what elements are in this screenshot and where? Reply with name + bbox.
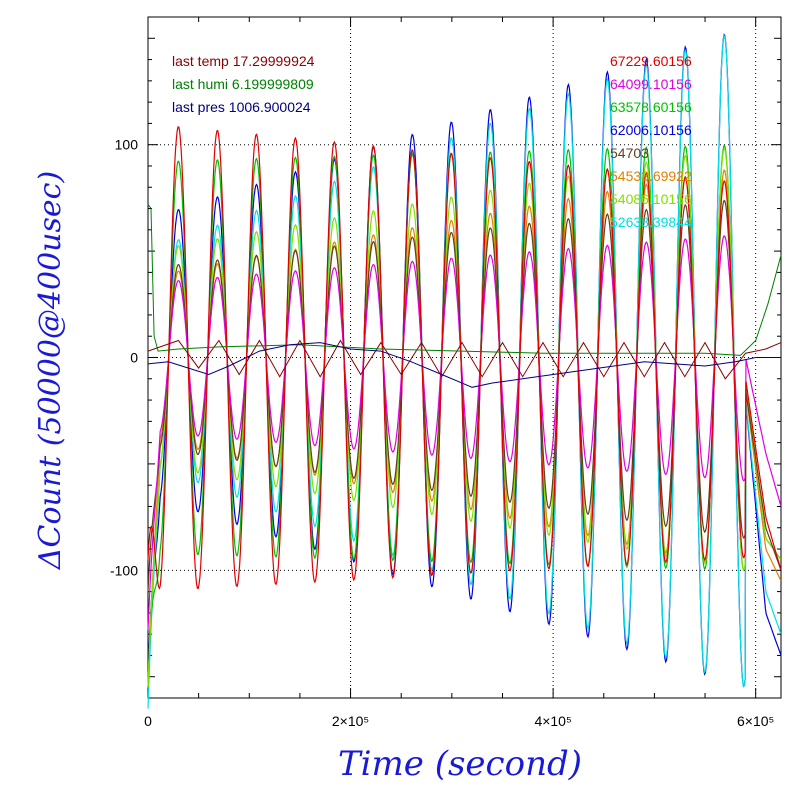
y-tick-label: -100 (110, 562, 138, 578)
x-axis-title: Time (second) (338, 744, 582, 784)
annotation-2: last pres 1006.900024 (172, 99, 311, 115)
env-line-temp (147, 339, 782, 380)
annotation-0: last temp 17.29999924 (172, 53, 315, 69)
legend-entry-0: 67229.60156 (610, 53, 692, 69)
env-line-pres (147, 342, 781, 388)
series-group (147, 33, 782, 709)
y-tick-label: 100 (115, 137, 139, 153)
x-tick-label: 2×10⁵ (332, 713, 369, 729)
gridlines (148, 17, 781, 698)
legend-entry-6: 54086.10156 (610, 191, 692, 207)
axis-ticks: 0 2×10⁵ 4×10⁵ 6×10⁵ 100 0 -100 (110, 17, 781, 729)
legend-entry-2: 63578.60156 (610, 99, 692, 115)
legend-entry-7: 52638.39844 (610, 214, 692, 230)
annotations-left: last temp 17.29999924 last humi 6.1999998… (172, 53, 315, 115)
legend-entry-3: 62006.10156 (610, 122, 692, 138)
legend-entry-1: 64099.10156 (610, 76, 692, 92)
legend-entry-4: 54703 (610, 145, 649, 161)
legend-entry-5: 54533.69922 (610, 168, 692, 184)
x-tick-label: 6×10⁵ (737, 713, 774, 729)
x-tick-label: 4×10⁵ (534, 713, 571, 729)
env-line-humi (147, 204, 782, 356)
y-tick-label: 0 (130, 350, 138, 366)
annotation-1: last humi 6.199999809 (172, 76, 314, 92)
series-line-54703 (147, 199, 782, 592)
series-line-67229.60156 (147, 126, 782, 590)
y-axis-title: ΔCount (50000@400usec) (33, 171, 68, 570)
legend: 67229.60156 64099.10156 63578.60156 62006.1… (610, 53, 692, 230)
x-tick-label: 0 (144, 713, 152, 729)
